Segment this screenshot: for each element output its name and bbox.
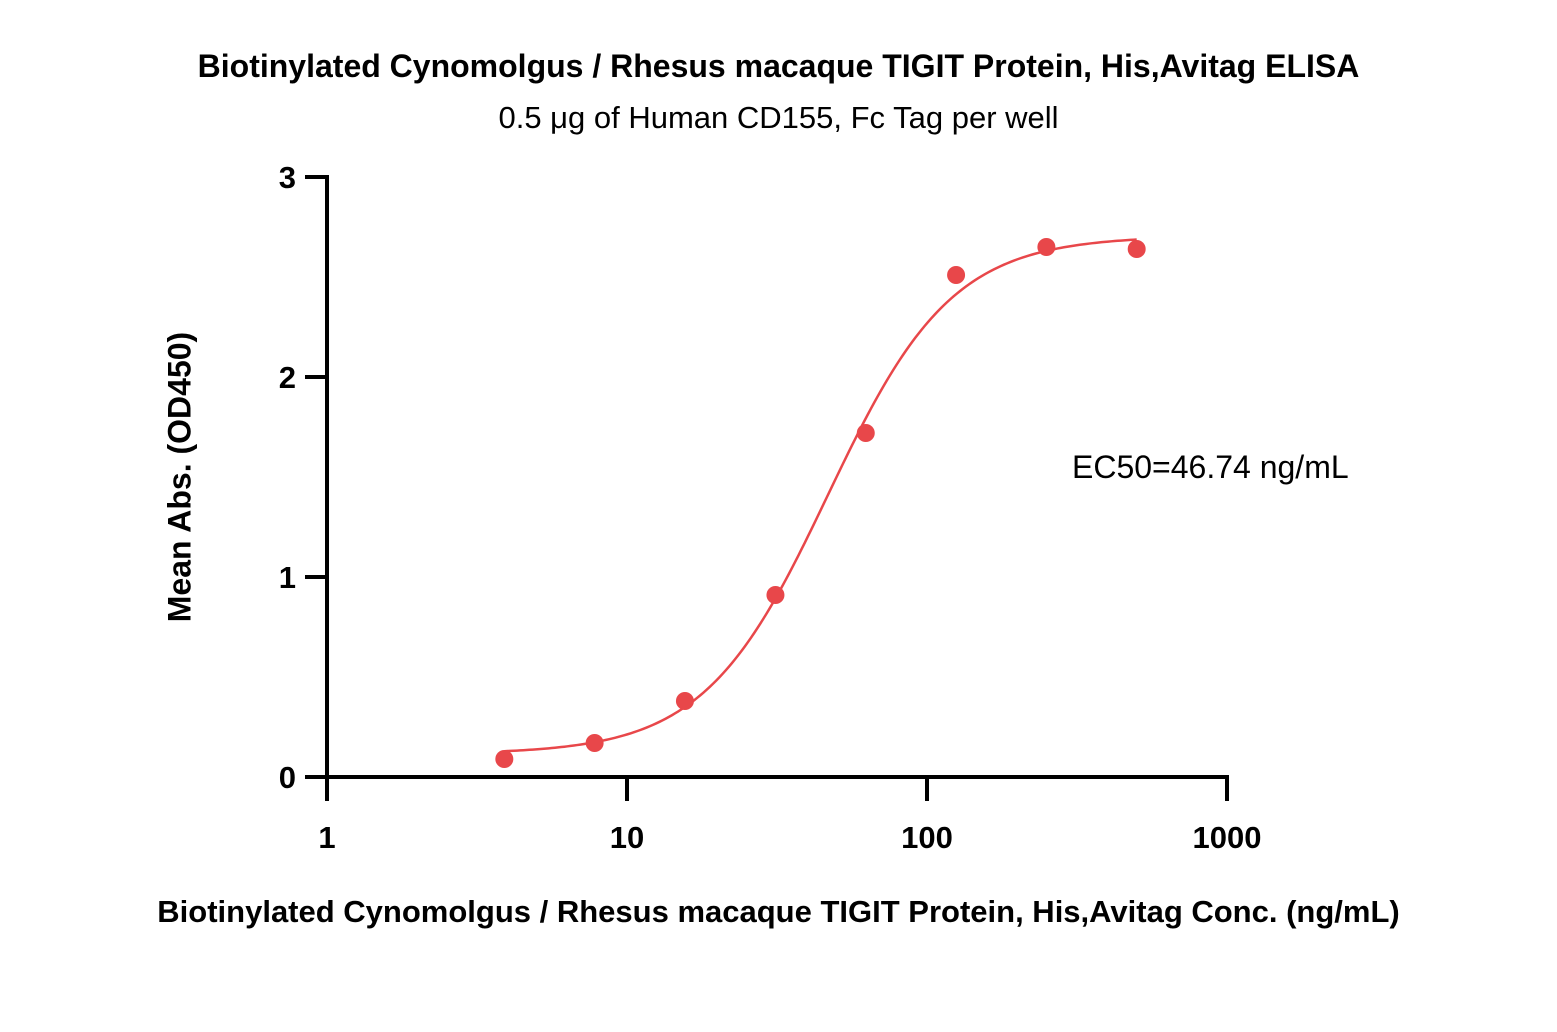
data-point	[947, 266, 966, 284]
x-axis-label: Biotinylated Cynomolgus / Rhesus macaque…	[157, 894, 1400, 929]
y-tick-label: 3	[279, 160, 296, 195]
data-point	[675, 692, 694, 710]
data-point	[1127, 240, 1146, 258]
chart-subtitle: 0.5 μg of Human CD155, Fc Tag per well	[498, 100, 1059, 135]
ec50-annotation: EC50=46.74 ng/mL	[1072, 449, 1349, 485]
y-tick-label: 2	[279, 360, 296, 395]
x-tick-label: 100	[901, 820, 953, 855]
data-point	[495, 750, 514, 768]
y-tick-label: 1	[279, 560, 296, 595]
data-point	[766, 586, 785, 604]
fit-curve	[504, 238, 1137, 753]
data-point	[856, 424, 875, 442]
chart-title: Biotinylated Cynomolgus / Rhesus macaque…	[197, 48, 1360, 84]
x-tick-label: 10	[610, 820, 644, 855]
y-tick-label: 0	[279, 760, 296, 795]
data-point	[585, 734, 604, 752]
data-point	[1037, 238, 1056, 256]
x-tick-label: 1	[318, 820, 335, 855]
x-tick-label: 1000	[1193, 820, 1262, 855]
